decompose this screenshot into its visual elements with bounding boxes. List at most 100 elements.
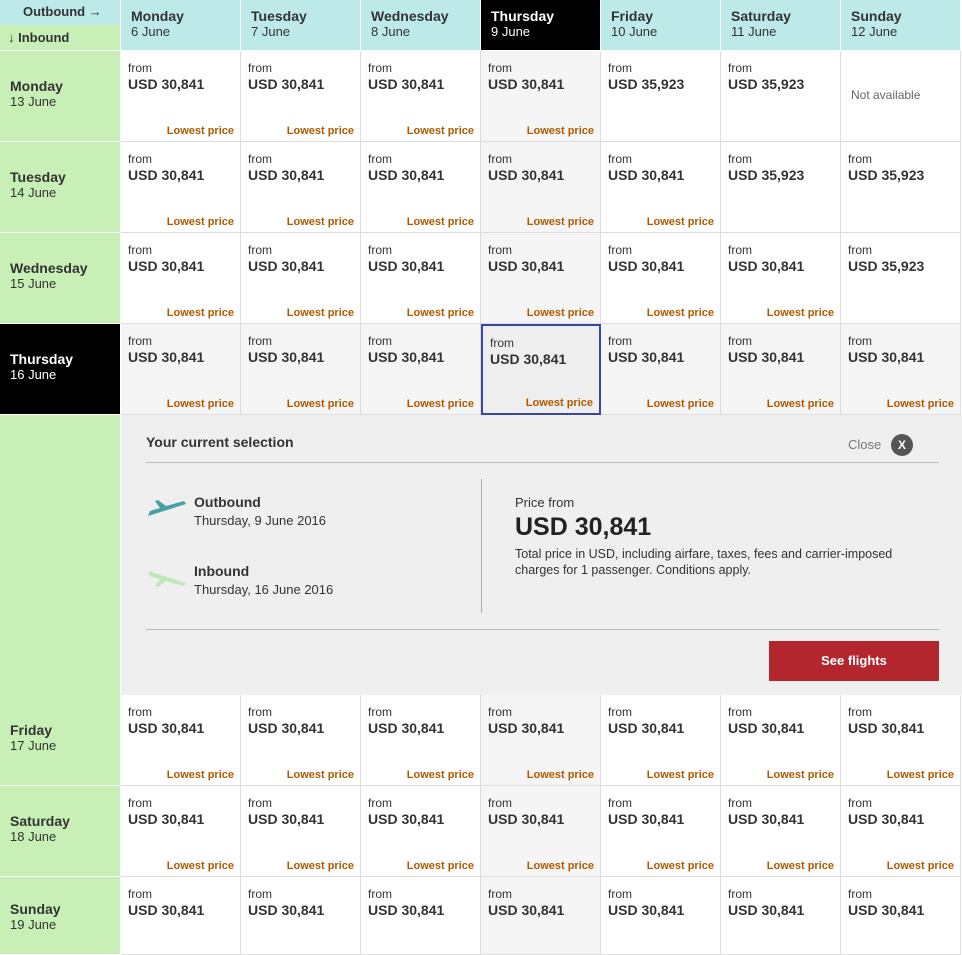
price-cell[interactable]: from USD 30,841 Lowest price xyxy=(601,786,721,877)
price-cell[interactable]: from USD 30,841 Lowest price xyxy=(721,233,841,324)
column-header[interactable]: Tuesday 7 June xyxy=(241,0,360,50)
from-label: from xyxy=(608,705,632,719)
price-cell[interactable]: from USD 30,841 Lowest price xyxy=(721,786,841,877)
price-cell[interactable]: from USD 30,841 xyxy=(361,877,481,955)
price-label: Price from xyxy=(515,495,575,510)
price-cell[interactable]: from USD 30,841 xyxy=(841,877,961,955)
price-cell[interactable]: from USD 30,841 Lowest price xyxy=(241,233,361,324)
row-header[interactable]: Monday 13 June xyxy=(0,51,120,142)
price-cell[interactable]: from USD 30,841 Lowest price xyxy=(361,51,481,142)
price-cell[interactable]: from USD 30,841 Lowest price xyxy=(481,233,601,324)
price-cell[interactable]: from USD 30,841 Lowest price xyxy=(721,324,841,415)
price-cell[interactable]: from USD 30,841 Lowest price xyxy=(481,51,601,142)
price-cell[interactable]: from USD 30,841 Lowest price xyxy=(241,51,361,142)
price-cell[interactable]: from USD 35,923 xyxy=(841,233,961,324)
lowest-price-label: Lowest price xyxy=(646,769,714,781)
from-label: from xyxy=(488,61,512,75)
close-button[interactable]: X xyxy=(891,434,913,456)
price-cell[interactable]: from USD 35,923 xyxy=(601,51,721,142)
price-cell[interactable]: from USD 35,923 xyxy=(721,142,841,233)
cell-price: USD 30,841 xyxy=(248,167,325,183)
row-date: 14 June xyxy=(10,185,57,200)
from-label: from xyxy=(728,705,752,719)
price-cell[interactable]: from USD 30,841 Lowest price xyxy=(361,324,481,415)
from-label: from xyxy=(368,887,392,901)
column-header[interactable]: Wednesday 8 June xyxy=(361,0,480,50)
cell-price: USD 30,841 xyxy=(248,811,325,827)
price-cell[interactable]: from USD 30,841 Lowest price xyxy=(121,233,241,324)
price-cell[interactable]: from USD 30,841 Lowest price xyxy=(121,51,241,142)
lowest-price-label: Lowest price xyxy=(646,307,714,319)
price-cell[interactable]: from USD 30,841 Lowest price xyxy=(121,786,241,877)
price-cell[interactable]: from USD 30,841 Lowest price xyxy=(121,142,241,233)
price-cell[interactable]: from USD 30,841 Lowest price xyxy=(361,142,481,233)
price-cell[interactable]: from USD 30,841 Lowest price xyxy=(241,786,361,877)
column-header[interactable]: Sunday 12 June xyxy=(841,0,960,50)
lowest-price-label: Lowest price xyxy=(166,860,234,872)
from-label: from xyxy=(488,243,512,257)
price-cell[interactable]: from USD 30,841 Lowest price xyxy=(361,695,481,786)
price-cell[interactable]: from USD 30,841 Lowest price xyxy=(601,233,721,324)
cell-price: USD 30,841 xyxy=(248,76,325,92)
price-cell[interactable]: from USD 30,841 Lowest price xyxy=(481,786,601,877)
cell-price: USD 30,841 xyxy=(128,258,205,274)
row-day: Friday xyxy=(10,722,53,738)
price-cell[interactable]: from USD 30,841 xyxy=(721,877,841,955)
column-header[interactable]: Thursday 9 June xyxy=(481,0,600,50)
price-cell[interactable]: from USD 30,841 Lowest price xyxy=(481,324,601,415)
price-cell[interactable]: from USD 30,841 Lowest price xyxy=(361,233,481,324)
from-label: from xyxy=(848,887,872,901)
column-header[interactable]: Saturday 11 June xyxy=(721,0,840,50)
price-cell[interactable]: from USD 30,841 Lowest price xyxy=(241,324,361,415)
column-day: Tuesday xyxy=(251,8,307,24)
cell-price: USD 30,841 xyxy=(490,351,567,367)
price-cell[interactable]: from USD 30,841 Lowest price xyxy=(481,695,601,786)
row-day: Saturday xyxy=(10,813,70,829)
from-label: from xyxy=(488,705,512,719)
price-cell[interactable]: from USD 30,841 Lowest price xyxy=(241,142,361,233)
row-header[interactable]: Tuesday 14 June xyxy=(0,142,120,233)
price-cell[interactable]: from USD 30,841 Lowest price xyxy=(841,786,961,877)
price-cell[interactable]: from USD 35,923 xyxy=(841,142,961,233)
price-cell[interactable]: from USD 30,841 xyxy=(481,877,601,955)
price-cell[interactable]: from USD 30,841 Lowest price xyxy=(121,324,241,415)
lowest-price-label: Lowest price xyxy=(406,216,474,228)
see-flights-button[interactable]: See flights xyxy=(769,641,939,681)
close-link[interactable]: Close xyxy=(848,437,882,452)
cell-price: USD 30,841 xyxy=(488,258,565,274)
row-day: Sunday xyxy=(10,901,61,917)
price-cell[interactable]: from USD 30,841 Lowest price xyxy=(361,786,481,877)
divider xyxy=(146,462,939,463)
row-date: 16 June xyxy=(10,367,57,382)
row-header[interactable]: Wednesday 15 June xyxy=(0,233,120,324)
cell-price: USD 30,841 xyxy=(848,720,925,736)
from-label: from xyxy=(728,796,752,810)
price-cell[interactable]: from USD 30,841 Lowest price xyxy=(841,324,961,415)
column-header[interactable]: Monday 6 June xyxy=(121,0,240,50)
price-cell[interactable]: from USD 30,841 Lowest price xyxy=(481,142,601,233)
row-header[interactable]: Saturday 18 June xyxy=(0,786,120,877)
outbound-label: Outbound → xyxy=(23,4,102,19)
price-cell[interactable]: from USD 30,841 xyxy=(121,877,241,955)
price-cell[interactable]: from USD 30,841 Lowest price xyxy=(721,695,841,786)
row-header[interactable]: Sunday 19 June xyxy=(0,877,120,955)
price-cell[interactable]: from USD 30,841 Lowest price xyxy=(841,695,961,786)
price-cell[interactable]: from USD 30,841 xyxy=(601,877,721,955)
column-header[interactable]: Friday 10 June xyxy=(601,0,720,50)
outbound-date: Thursday, 9 June 2016 xyxy=(194,513,327,528)
price-cell[interactable]: from USD 30,841 Lowest price xyxy=(601,142,721,233)
price-cell[interactable]: from USD 30,841 Lowest price xyxy=(601,324,721,415)
row-header[interactable]: Thursday 16 June xyxy=(0,324,120,415)
price-cell[interactable]: from USD 30,841 Lowest price xyxy=(601,695,721,786)
selection-price: USD 30,841 xyxy=(515,513,652,541)
price-cell[interactable]: from USD 30,841 Lowest price xyxy=(241,695,361,786)
price-cell[interactable]: Not available xyxy=(841,51,961,142)
from-label: from xyxy=(368,796,392,810)
price-cell[interactable]: from USD 30,841 xyxy=(241,877,361,955)
price-cell[interactable]: from USD 35,923 xyxy=(721,51,841,142)
from-label: from xyxy=(128,796,152,810)
row-header[interactable]: Friday 17 June xyxy=(0,695,120,786)
lowest-price-label: Lowest price xyxy=(766,307,834,319)
price-cell[interactable]: from USD 30,841 Lowest price xyxy=(121,695,241,786)
